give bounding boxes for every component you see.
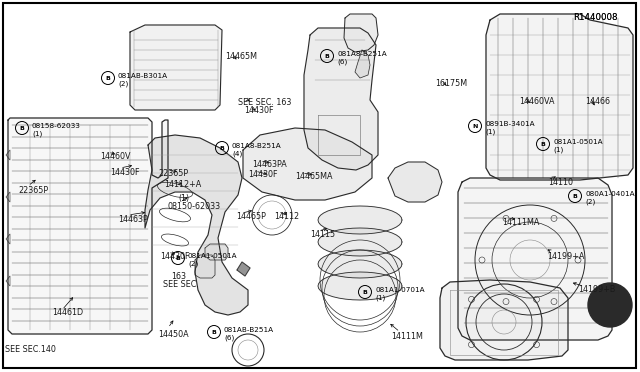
Polygon shape <box>243 128 372 200</box>
Text: (1): (1) <box>32 131 42 137</box>
Text: 22365P: 22365P <box>158 169 188 178</box>
Polygon shape <box>237 262 250 276</box>
Text: (2): (2) <box>188 261 198 267</box>
Text: 14110: 14110 <box>548 178 573 187</box>
Text: B: B <box>212 330 216 334</box>
Polygon shape <box>318 272 402 300</box>
Text: 163: 163 <box>171 272 186 281</box>
Text: 14460V: 14460V <box>100 152 131 161</box>
Text: B: B <box>220 145 225 151</box>
Text: 0891B-3401A: 0891B-3401A <box>485 121 534 127</box>
Text: 081AB-B251A: 081AB-B251A <box>224 327 274 333</box>
Text: 080A1-0401A: 080A1-0401A <box>585 191 635 197</box>
Text: 14115: 14115 <box>310 230 335 239</box>
Text: 14430F: 14430F <box>244 106 273 115</box>
Text: (1): (1) <box>178 194 189 203</box>
Text: B: B <box>363 289 367 295</box>
Text: 14199+B: 14199+B <box>578 285 616 294</box>
Text: 081A1-0501A: 081A1-0501A <box>553 139 603 145</box>
Text: 081A1-0501A: 081A1-0501A <box>188 253 237 259</box>
Text: (2): (2) <box>585 199 595 205</box>
Polygon shape <box>440 280 568 360</box>
Polygon shape <box>130 25 222 110</box>
Text: 14460VA: 14460VA <box>519 97 554 106</box>
Text: B: B <box>20 125 24 131</box>
Text: 14461D: 14461D <box>52 308 83 317</box>
Text: (4): (4) <box>232 151 243 157</box>
Text: 14466: 14466 <box>585 97 610 106</box>
Text: (1): (1) <box>375 295 385 301</box>
Text: 14199+A: 14199+A <box>547 252 584 261</box>
Text: N: N <box>472 124 477 128</box>
Text: 14465M: 14465M <box>225 52 257 61</box>
Text: 081A8-B251A: 081A8-B251A <box>232 143 282 149</box>
Polygon shape <box>145 135 248 315</box>
Polygon shape <box>318 206 402 234</box>
Text: (6): (6) <box>337 59 348 65</box>
Circle shape <box>588 283 632 327</box>
Text: 14465MA: 14465MA <box>295 172 333 181</box>
Polygon shape <box>355 50 370 78</box>
Text: (1): (1) <box>485 129 495 135</box>
Text: 14430F: 14430F <box>110 168 140 177</box>
Text: 14112+A: 14112+A <box>164 180 201 189</box>
Polygon shape <box>318 250 402 278</box>
Polygon shape <box>388 162 442 202</box>
Polygon shape <box>344 14 378 52</box>
Text: B: B <box>324 54 330 58</box>
Text: 08150-62033: 08150-62033 <box>168 202 221 211</box>
Polygon shape <box>304 28 378 170</box>
Text: 14430F: 14430F <box>248 170 278 179</box>
Polygon shape <box>458 178 612 340</box>
Text: (6): (6) <box>224 335 234 341</box>
Text: B: B <box>573 193 577 199</box>
Text: SEE SEC.: SEE SEC. <box>163 280 199 289</box>
Text: 16175M: 16175M <box>435 79 467 88</box>
Text: (1): (1) <box>553 147 563 153</box>
Text: (2): (2) <box>118 81 128 87</box>
Text: 14450A: 14450A <box>158 330 189 339</box>
Text: 14111M: 14111M <box>391 332 423 341</box>
Text: 081A1-0701A: 081A1-0701A <box>375 287 424 293</box>
Text: 14430F: 14430F <box>160 252 189 261</box>
Text: 14112: 14112 <box>274 212 299 221</box>
Text: 08158-62033: 08158-62033 <box>32 123 81 129</box>
Text: 22365P: 22365P <box>18 186 48 195</box>
Text: 14465P: 14465P <box>236 212 266 221</box>
Text: 081AB-B301A: 081AB-B301A <box>118 73 168 79</box>
Polygon shape <box>8 118 168 334</box>
Text: B: B <box>106 76 111 80</box>
Polygon shape <box>195 255 215 278</box>
Text: SEE SEC. 163: SEE SEC. 163 <box>238 98 291 107</box>
Text: 14463PA: 14463PA <box>252 160 287 169</box>
Text: R1440008: R1440008 <box>573 13 618 22</box>
Text: SEE SEC.140: SEE SEC.140 <box>5 345 56 354</box>
Text: 081A8-B251A: 081A8-B251A <box>337 51 387 57</box>
Text: B: B <box>541 141 545 147</box>
Text: R1440008: R1440008 <box>573 13 618 22</box>
Polygon shape <box>205 244 228 260</box>
Text: 14111MA: 14111MA <box>502 218 540 227</box>
Polygon shape <box>318 228 402 256</box>
Polygon shape <box>486 14 633 180</box>
Text: B: B <box>175 256 180 260</box>
Text: 14463P: 14463P <box>118 215 148 224</box>
